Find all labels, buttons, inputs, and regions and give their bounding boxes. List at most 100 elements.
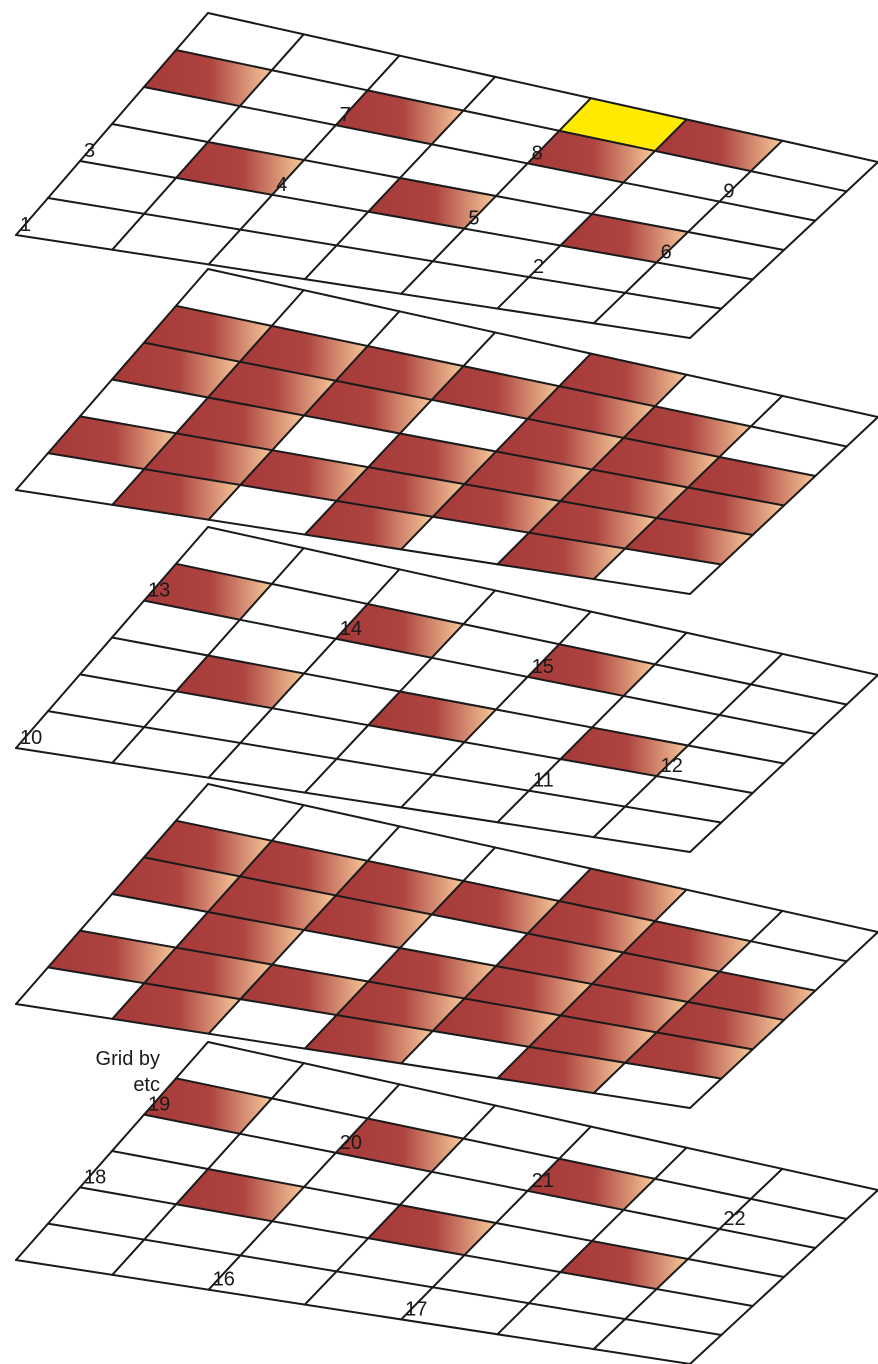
grid-row-line: [207, 526, 878, 676]
vertex-label: 13: [148, 580, 170, 602]
grid-row-line: [143, 1113, 817, 1249]
grid-column-line: [689, 1189, 878, 1364]
grid-column-line: [400, 352, 592, 551]
grid-row-line: [47, 1222, 723, 1336]
grid-row-line: [47, 452, 723, 566]
grid-row-line: [15, 234, 691, 339]
caption-line-2: etc: [133, 1074, 160, 1096]
grid-row-line: [207, 12, 878, 163]
shaded-cell: [336, 981, 465, 1031]
vertex-label: 11: [533, 770, 554, 792]
vertex-label: 20: [340, 1132, 362, 1154]
grid-row-line: [47, 710, 723, 824]
shaded-cell: [240, 450, 369, 501]
grid-row-line: [175, 49, 848, 193]
vertex-label: 7: [340, 104, 351, 126]
vertex-label: 1: [20, 214, 31, 236]
grid-row-line: [15, 489, 691, 595]
grid-row-line: [15, 1259, 691, 1364]
grid-column-line: [15, 1041, 209, 1261]
grid-row-line: [143, 86, 817, 222]
grid-column-line: [15, 783, 209, 1005]
grid-column-line: [303, 75, 497, 281]
vertex-label: 19: [148, 1094, 170, 1116]
grid-column-line: [207, 54, 401, 266]
vertex-label: 14: [340, 618, 362, 640]
shaded-cell: [559, 868, 687, 922]
grid-column-line: [207, 1083, 401, 1291]
grid-row-line: [47, 197, 723, 310]
grid-column-line: [303, 846, 497, 1050]
vertex-label: 2: [533, 256, 544, 278]
grid-column-line: [303, 589, 497, 794]
grid-column-line: [496, 888, 688, 1080]
vertex-label: 3: [84, 140, 95, 162]
grid-column-line: [400, 610, 592, 809]
vertex-label: 15: [532, 656, 554, 678]
shaded-cell: [623, 921, 751, 972]
grid-row-line: [47, 966, 723, 1080]
grid-column-line: [207, 568, 401, 779]
grid-row-line: [111, 123, 785, 251]
vertex-label: 17: [405, 1298, 427, 1320]
shaded-cell: [48, 930, 177, 984]
shaded-cell: [304, 1015, 433, 1064]
grid-row-line: [111, 636, 785, 765]
shaded-cell: [112, 342, 240, 398]
grid-row-line: [175, 1077, 848, 1220]
grid-plate: [16, 13, 878, 338]
grid-column-line: [207, 310, 401, 521]
grid-column-line: [592, 652, 784, 839]
grid-column-line: [111, 1062, 305, 1276]
grid-row-line: [79, 1186, 754, 1307]
layer-4: [15, 783, 878, 1109]
vertex-label: 9: [723, 181, 734, 203]
shaded-cell: [112, 983, 241, 1034]
grid-row-line: [111, 1150, 785, 1278]
vertex-label: 12: [661, 755, 683, 777]
highlighted-cell: [559, 98, 687, 151]
grid-column-line: [15, 526, 209, 749]
shaded-cell: [144, 433, 273, 485]
shaded-cell: [655, 119, 783, 172]
shaded-cell: [304, 500, 433, 550]
grid-column-line: [592, 394, 784, 581]
grid-row-line: [175, 562, 848, 706]
grid-column-line: [496, 1146, 688, 1336]
grid-caption: Grid by etc: [30, 1046, 160, 1098]
grid-column-line: [111, 804, 305, 1020]
grid-column-line: [303, 331, 497, 536]
layer-1: 1 3 4 5 6 7 8 9 2: [15, 12, 878, 339]
grid-column-line: [111, 289, 305, 506]
shaded-cell: [176, 1169, 304, 1222]
grid-column-line: [111, 547, 305, 764]
grid-column-line: [400, 867, 592, 1065]
grid-row-line: [111, 378, 785, 507]
grid-row-line: [207, 1041, 878, 1191]
grid-row-line: [207, 783, 878, 933]
grid-column-line: [400, 97, 592, 295]
layer-2: [15, 268, 878, 595]
vertex-label: 5: [468, 208, 479, 230]
grid-column-line: [496, 373, 688, 566]
shaded-cell: [240, 964, 369, 1015]
grid-row-line: [207, 268, 878, 418]
vertex-label: 10: [20, 727, 42, 749]
grid-column-line: [689, 161, 878, 339]
grid-row-line: [143, 341, 817, 477]
shaded-cell: [176, 397, 304, 451]
shaded-cell: [623, 406, 751, 457]
shaded-cell: [176, 655, 304, 709]
grid-column-line: [15, 268, 209, 491]
grid-column-line: [689, 416, 878, 595]
shaded-cell: [112, 469, 241, 520]
grid-row-line: [79, 673, 754, 794]
grid-column-line: [207, 825, 401, 1035]
vertex-label: 18: [84, 1166, 106, 1188]
layer-3: 10 13 14 15 12 11: [15, 526, 878, 853]
grid-column-line: [592, 909, 784, 1095]
layer-5: 19 20 21 22 18 16 17: [15, 1041, 878, 1364]
vertex-label: 22: [723, 1208, 745, 1230]
